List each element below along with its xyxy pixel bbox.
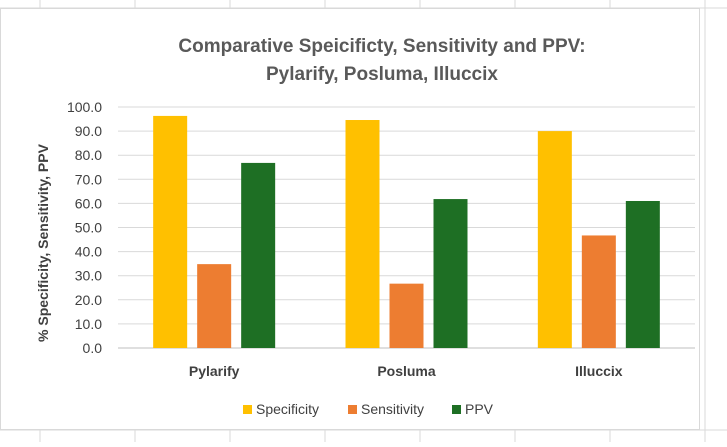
legend-swatch-specificity [243,405,252,414]
legend-label-ppv: PPV [465,401,494,417]
legend-label-sensitivity: Sensitivity [361,401,424,417]
bars [153,115,660,349]
bar-ppv-posluma[interactable] [433,199,468,348]
chart-title-line-1: Comparative Speicificty, Sensitivity and… [178,36,585,57]
y-tick-label: 80.0 [75,147,102,163]
x-tick-label: Posluma [377,363,436,379]
bar-sensitivity-pylarify[interactable] [197,264,232,348]
legend-swatch-sensitivity [348,405,357,414]
y-tick-label: 40.0 [75,244,102,260]
x-axis-ticks: Pylarify Posluma Illuccix [189,363,623,379]
y-tick-label: 60.0 [75,195,102,211]
y-tick-label: 30.0 [75,268,102,284]
x-tick-label: Pylarify [189,363,240,379]
y-axis-label: % Specificity, Sensitivity, PPV [35,143,51,342]
legend-label-specificity: Specificity [256,401,319,417]
x-tick-label: Illuccix [575,363,623,379]
y-tick-label: 70.0 [75,171,102,187]
y-axis-ticks: 0.0 10.0 20.0 30.0 40.0 50.0 60.0 70.0 80.0 90.0 1… [67,99,102,356]
y-tick-label: 100.0 [67,99,102,115]
bar-specificity-pylarify[interactable] [153,115,188,349]
legend-swatch-ppv [452,405,461,414]
bar-ppv-pylarify[interactable] [241,162,276,348]
y-tick-label: 50.0 [75,220,102,236]
bar-sensitivity-posluma[interactable] [389,283,424,348]
y-tick-label: 20.0 [75,292,102,308]
bar-specificity-posluma[interactable] [345,120,380,348]
y-tick-label: 0.0 [83,340,103,356]
legend: Specificity Sensitivity PPV [243,401,494,417]
y-tick-label: 10.0 [75,316,102,332]
bar-ppv-illuccix[interactable] [625,200,660,348]
y-tick-label: 90.0 [75,123,102,139]
chart-title-line-2: Pylarify, Posluma, Illuccix [266,64,498,85]
bar-specificity-illuccix[interactable] [537,131,572,348]
bar-sensitivity-illuccix[interactable] [581,235,616,348]
